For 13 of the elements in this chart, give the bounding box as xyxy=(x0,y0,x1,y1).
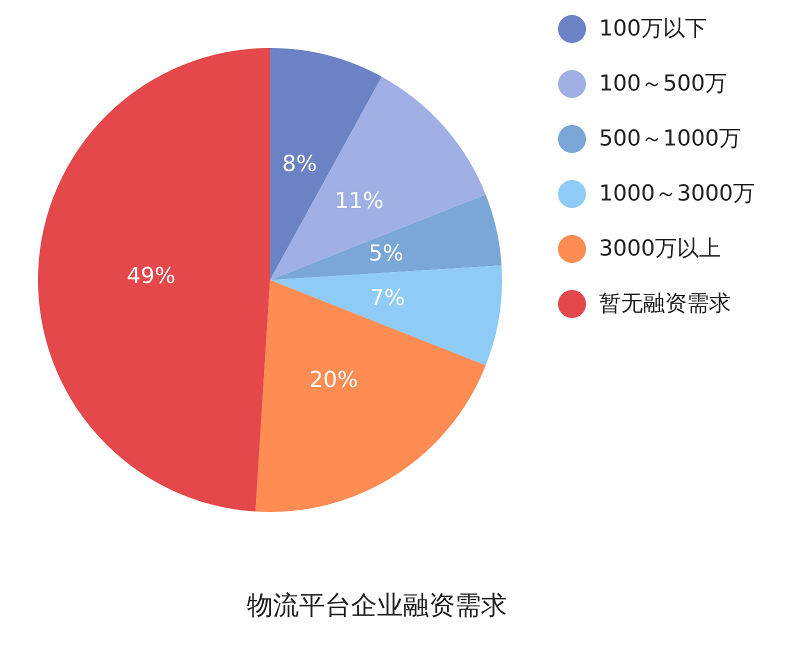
text: 物流平台企业融资需求 xyxy=(247,591,507,621)
data-label: 20% xyxy=(309,368,358,393)
legend-label: 暂无融资需求 xyxy=(599,292,732,316)
legend-label: 3000万以上 xyxy=(599,236,722,262)
data-label: 5% xyxy=(368,242,404,267)
data-label: 11% xyxy=(334,188,384,214)
data-label: 49% xyxy=(126,264,176,289)
legend-label: 1000～3000万 xyxy=(599,182,756,206)
data-label: 8% xyxy=(282,152,318,178)
legend-label: 100万以下 xyxy=(599,16,708,42)
data-label: 7% xyxy=(370,286,405,312)
legend-label: 500～1000万 xyxy=(599,126,742,152)
legend-label: 100～500万 xyxy=(599,72,728,96)
